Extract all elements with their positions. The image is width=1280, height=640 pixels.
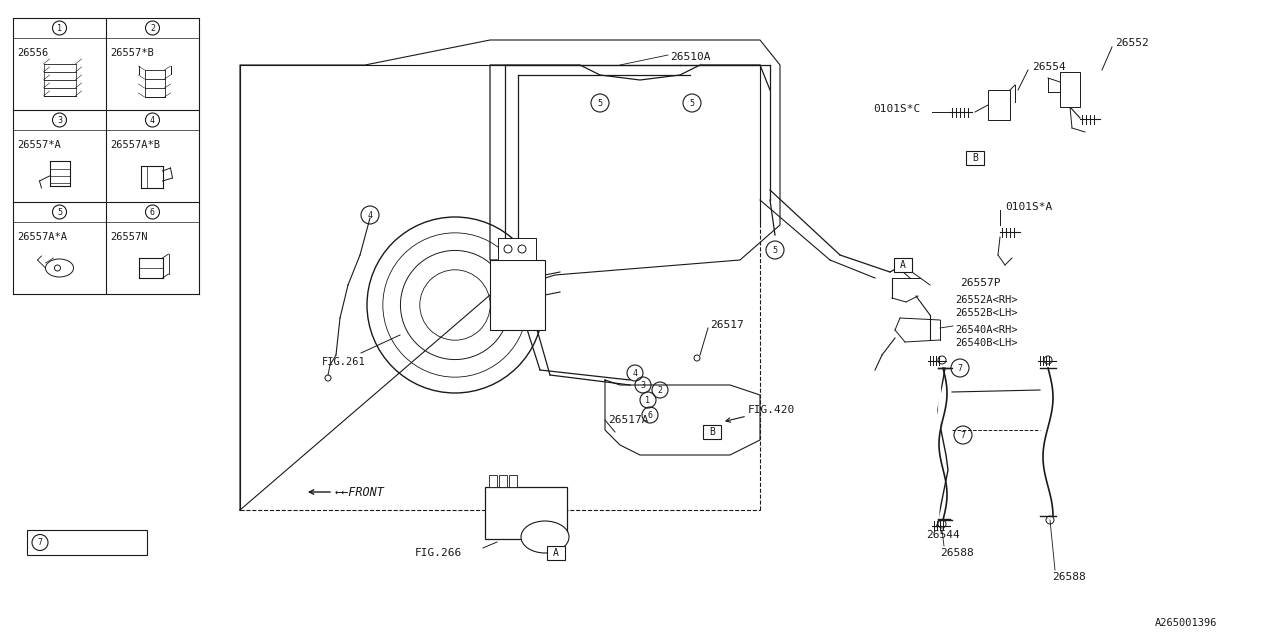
Text: 4: 4: [150, 115, 155, 125]
Bar: [893, 258, 911, 272]
Text: FIG.266: FIG.266: [415, 548, 462, 558]
Text: 4: 4: [367, 211, 372, 220]
Bar: [489, 475, 497, 487]
Bar: [966, 151, 984, 165]
Text: 26552: 26552: [1115, 38, 1148, 48]
Text: 1: 1: [645, 396, 650, 404]
Bar: [509, 475, 517, 487]
Text: 26517A: 26517A: [608, 415, 649, 425]
Text: 5: 5: [58, 207, 61, 216]
Text: 0101S*C: 0101S*C: [873, 104, 920, 114]
Text: 26557P: 26557P: [960, 278, 1001, 288]
Bar: [547, 546, 564, 560]
Text: 26557A*A: 26557A*A: [17, 232, 67, 242]
Text: 1: 1: [58, 24, 61, 33]
Text: 26510A: 26510A: [669, 52, 710, 62]
Text: 26552B<LH>: 26552B<LH>: [955, 308, 1018, 318]
Text: 26517: 26517: [710, 320, 744, 330]
Text: 2: 2: [150, 24, 155, 33]
Bar: [27, 530, 147, 555]
Text: 26557A*B: 26557A*B: [110, 140, 160, 150]
Text: 26557*B: 26557*B: [110, 48, 154, 58]
Text: 6: 6: [150, 207, 155, 216]
Text: 5: 5: [773, 246, 777, 255]
Text: 7: 7: [960, 431, 965, 440]
Text: FIG.420: FIG.420: [748, 405, 795, 415]
Bar: [1060, 72, 1080, 107]
Text: ←←FRONT: ←←FRONT: [335, 486, 385, 499]
Ellipse shape: [46, 259, 73, 277]
Text: A: A: [900, 260, 906, 270]
Text: 5: 5: [598, 99, 603, 108]
Bar: [988, 90, 1010, 120]
Text: 26557N: 26557N: [110, 232, 147, 242]
Text: 5: 5: [690, 99, 695, 108]
Text: 26540B<LH>: 26540B<LH>: [955, 338, 1018, 348]
Text: 3: 3: [640, 381, 645, 390]
Bar: [485, 487, 567, 539]
Text: 26556: 26556: [17, 48, 49, 58]
Text: B: B: [972, 153, 978, 163]
Text: A265001396: A265001396: [1155, 618, 1217, 628]
Text: 0101S*B: 0101S*B: [58, 535, 108, 548]
Text: 7: 7: [957, 364, 963, 372]
Text: 2: 2: [658, 385, 663, 394]
Text: 3: 3: [58, 115, 61, 125]
Text: 26544: 26544: [925, 530, 960, 540]
Text: 7: 7: [37, 538, 42, 547]
Text: 26588: 26588: [1052, 572, 1085, 582]
Text: 4: 4: [632, 369, 637, 378]
Text: FIG.261: FIG.261: [323, 357, 366, 367]
Text: 26557*A: 26557*A: [17, 140, 60, 150]
Bar: [490, 260, 545, 330]
Text: 26552A<RH>: 26552A<RH>: [955, 295, 1018, 305]
Bar: [498, 238, 536, 260]
Text: 26540A<RH>: 26540A<RH>: [955, 325, 1018, 335]
Text: A: A: [553, 548, 559, 558]
Text: B: B: [709, 427, 716, 437]
Text: 0101S*A: 0101S*A: [1005, 202, 1052, 212]
Text: 26554: 26554: [1032, 62, 1066, 72]
Bar: [703, 425, 721, 439]
Text: 26588: 26588: [940, 548, 974, 558]
Text: 6: 6: [648, 410, 653, 419]
Bar: [499, 475, 507, 487]
Ellipse shape: [521, 521, 570, 553]
